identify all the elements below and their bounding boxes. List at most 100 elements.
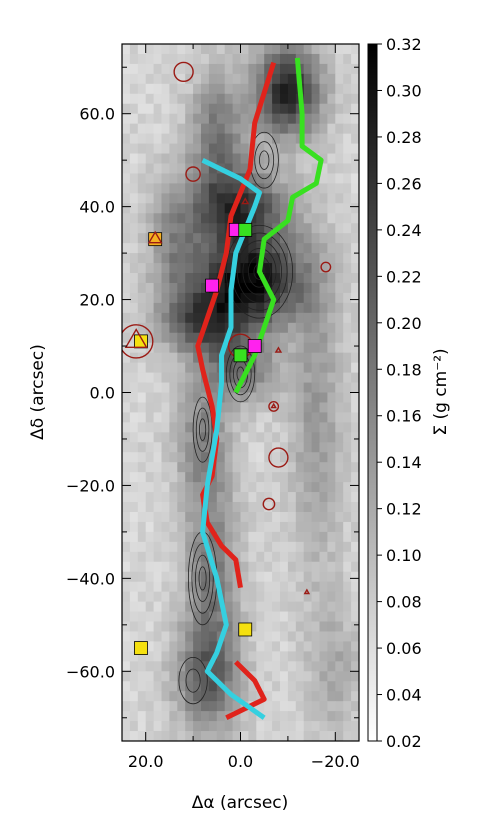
heatmap-cell xyxy=(256,372,265,384)
contour-line xyxy=(191,543,214,614)
heatmap-cell xyxy=(327,342,336,354)
heatmap-cell xyxy=(264,432,273,443)
heatmap-cell xyxy=(295,382,305,394)
heatmap-cell xyxy=(303,472,313,483)
heatmap-cell xyxy=(185,183,194,194)
heatmap-cell xyxy=(208,253,218,264)
heatmap-cell xyxy=(193,263,202,274)
heatmap-cell xyxy=(129,531,139,543)
heatmap-cell xyxy=(319,591,328,603)
heatmap-cell xyxy=(185,362,194,374)
heatmap-cell xyxy=(272,701,281,712)
heatmap-cell xyxy=(137,671,147,682)
heatmap-cell xyxy=(208,711,218,722)
heatmap-cell xyxy=(264,243,273,254)
heatmap-cell xyxy=(311,292,321,304)
heatmap-cell xyxy=(335,551,344,563)
heatmap-cell xyxy=(129,711,139,722)
heatmap-cell xyxy=(201,731,210,741)
heatmap-cell xyxy=(137,651,147,662)
heatmap-cell xyxy=(193,183,202,194)
heatmap-cell xyxy=(161,253,170,264)
heatmap-cell xyxy=(169,292,178,304)
heatmap-cell xyxy=(129,143,139,155)
heatmap-cell xyxy=(335,531,344,543)
contour-line xyxy=(199,418,207,441)
heatmap-cell xyxy=(208,213,218,224)
heatmap-cell xyxy=(153,671,163,682)
heatmap-cell xyxy=(193,661,202,672)
heatmap-cell xyxy=(287,581,297,593)
heatmap-cell xyxy=(303,591,313,603)
heatmap-cell xyxy=(319,611,328,623)
heatmap-cell xyxy=(129,502,139,513)
heatmap-cell xyxy=(319,432,328,443)
heatmap-cell xyxy=(137,561,147,573)
heatmap-cell xyxy=(327,173,336,184)
heatmap-cell xyxy=(145,492,155,503)
colorbar-tick-label: 0.16 xyxy=(386,407,422,426)
heatmap-cell xyxy=(280,372,289,384)
heatmap-cell xyxy=(224,691,234,702)
heatmap-cell xyxy=(201,412,210,423)
heatmap-cell xyxy=(177,392,186,404)
heatmap-cell xyxy=(280,701,289,712)
heatmap-cell xyxy=(208,492,218,503)
heatmap-cell xyxy=(272,322,281,334)
heatmap-cell xyxy=(351,521,359,533)
heatmap-cell xyxy=(295,193,305,204)
heatmap-cell xyxy=(161,173,170,184)
heatmap-cell xyxy=(169,502,178,513)
heatmap-cell xyxy=(327,273,336,284)
heatmap-cell xyxy=(280,83,289,95)
heatmap-cell xyxy=(295,482,305,493)
heatmap-cell xyxy=(327,143,336,155)
heatmap-cell xyxy=(351,362,359,374)
heatmap-cell xyxy=(208,611,218,623)
heatmap-cell xyxy=(137,123,147,135)
heatmap-cell xyxy=(311,113,321,125)
heatmap-cell xyxy=(272,611,281,623)
heatmap-cell xyxy=(224,273,234,284)
heatmap-cell xyxy=(287,183,297,194)
heatmap-cell xyxy=(224,173,234,184)
heatmap-cell xyxy=(177,263,186,274)
heatmap-cell xyxy=(295,671,305,682)
heatmap-cell xyxy=(264,63,273,75)
heatmap-cell xyxy=(280,133,289,145)
heatmap-cell xyxy=(129,731,139,741)
heatmap-cell xyxy=(280,213,289,224)
heatmap-cell xyxy=(232,83,242,95)
heatmap-cell xyxy=(311,273,321,284)
heatmap-cell xyxy=(185,601,194,613)
heatmap-cell xyxy=(264,701,273,712)
y-tick-label: −40.0 xyxy=(66,569,115,588)
heatmap-cell xyxy=(161,362,170,374)
heatmap-cell xyxy=(256,382,265,394)
heatmap-cell xyxy=(280,691,289,702)
heatmap-cell xyxy=(264,601,273,613)
heatmap-cell xyxy=(201,193,210,204)
heatmap-cell xyxy=(177,711,186,722)
heatmap-cell xyxy=(335,462,344,473)
heatmap-cell xyxy=(232,551,242,563)
colorbar-tick-label: 0.14 xyxy=(386,453,422,472)
heatmap-cell xyxy=(343,601,352,613)
heatmap-cell xyxy=(343,521,352,533)
heatmap-cell xyxy=(335,332,344,344)
heatmap-cell xyxy=(153,292,163,304)
heatmap-cell xyxy=(295,233,305,244)
heatmap-cell xyxy=(295,143,305,155)
heatmap-cell xyxy=(319,531,328,543)
heatmap-cell xyxy=(153,691,163,702)
heatmap-cell xyxy=(129,83,139,95)
heatmap-cell xyxy=(216,462,226,473)
heatmap-cell xyxy=(264,83,273,95)
heatmap-cell xyxy=(153,711,163,722)
heatmap-cell xyxy=(177,492,186,503)
heatmap-cell xyxy=(287,551,297,563)
heatmap-cell xyxy=(327,253,336,264)
heatmap-cell xyxy=(193,422,202,433)
heatmap-cell xyxy=(153,551,163,563)
heatmap-cell xyxy=(232,511,242,523)
